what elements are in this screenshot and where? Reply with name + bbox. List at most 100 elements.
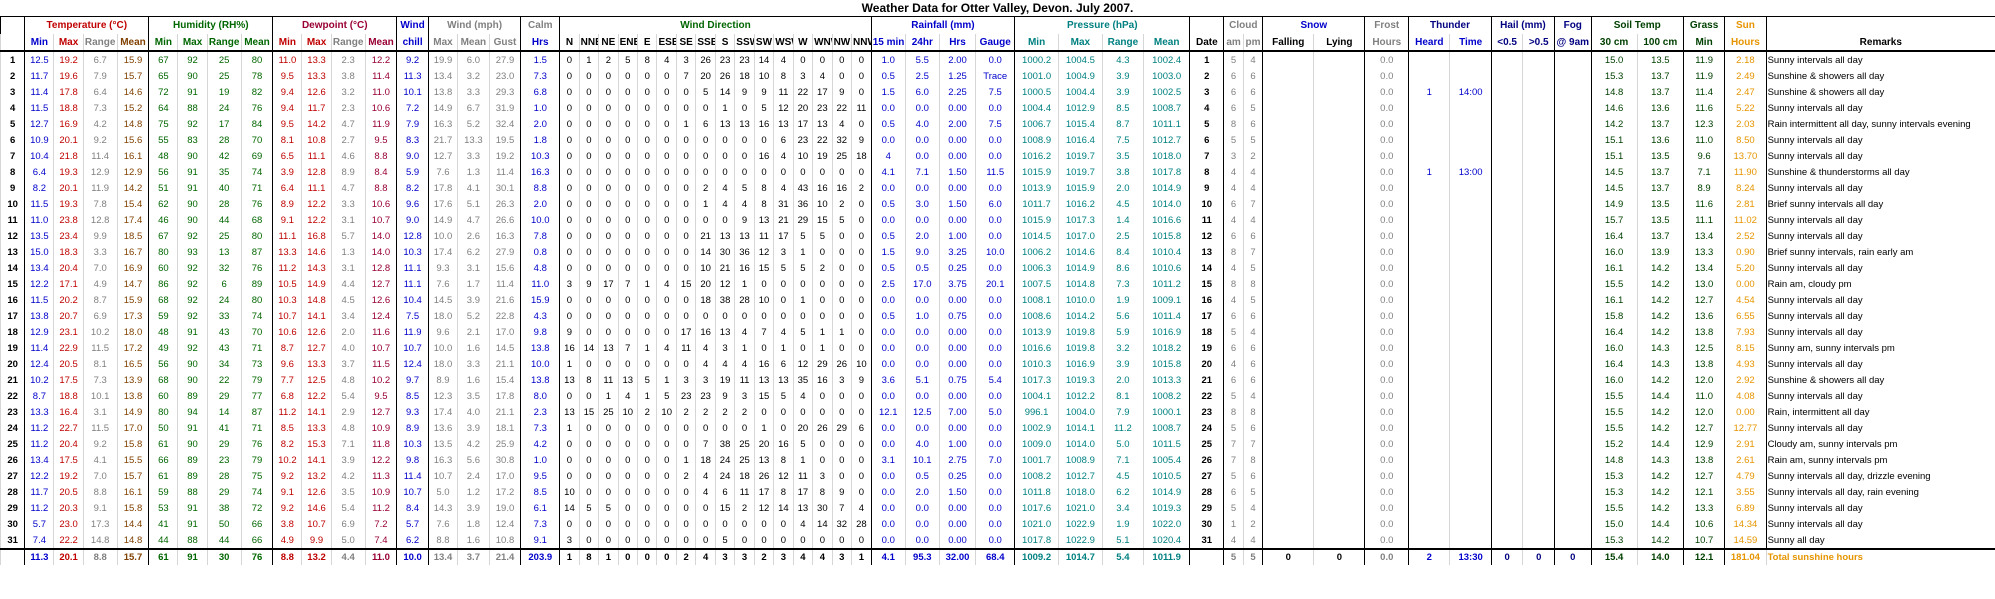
table-cell: 27.9 [488,51,521,68]
table-cell: 0.0 [870,292,906,308]
table-cell: 13 [753,212,774,228]
table-cell: 0.00 [938,132,976,148]
table-cell: 5 [695,84,716,100]
table-cell: 20.5 [53,356,84,372]
table-cell: 7.7 [272,372,302,388]
table-cell: 11.5 [24,100,54,116]
table-cell: 10.7 [272,308,302,324]
table-cell: 9 [831,84,852,100]
table-cell: 17.5 [53,452,84,468]
table-cell: 0 [617,164,638,180]
table-cell: 4 [656,276,677,292]
table-cell: 0.00 [938,420,976,436]
table-cell: 0.0 [904,532,940,549]
table-cell: 1012.7 [1143,132,1190,148]
table-cell: 0.0 [1364,276,1409,292]
table-cell [1554,196,1591,212]
table-cell: 4.9 [82,276,118,292]
table-cell: 11.4 [488,164,521,180]
table-cell: 6 [1223,308,1244,324]
table-cell: 6.2 [457,244,490,260]
table-cell: 19.3 [53,164,84,180]
table-cell: 10.9 [24,132,54,148]
table-cell: 9.9 [82,228,118,244]
table-cell [1449,372,1492,388]
table-cell [1449,436,1492,452]
table-cell: 1010.0 [1057,292,1103,308]
remarks-cell: Rain am, sunny intervals pm [1765,452,1995,468]
totals-cell: 1 [598,548,619,565]
table-cell: 26 [1189,452,1224,468]
table-cell: 0 [656,484,677,500]
table-cell: 11.9 [1682,51,1725,68]
table-cell: 0.00 [938,148,976,164]
table-cell: 0 [675,484,696,500]
table-cell [1449,148,1492,164]
table-cell: 0.5 [870,196,906,212]
table-cell: 0 [637,500,657,516]
remarks-cell: Sunshine & showers all day [1765,68,1995,84]
table-cell: 11.3 [396,68,429,84]
table-cell: 0.0 [904,212,940,228]
table-cell: 3.9 [1101,68,1144,84]
table-cell: 5.1 [1101,532,1144,549]
table-cell [1449,324,1492,340]
table-cell: 71 [240,180,273,196]
table-cell: 0 [675,292,696,308]
table-cell: 15 [1189,276,1224,292]
table-cell: 31.9 [488,100,521,116]
table-cell: 1014.5 [1014,228,1059,244]
table-cell: 2.6 [457,228,490,244]
table-cell: 9.3 [396,404,429,420]
table-cell: 26 [753,468,774,484]
table-cell [1554,484,1591,500]
table-cell: 0 [753,308,774,324]
table-cell: 50 [206,516,242,532]
table-cell: 0 [617,516,638,532]
table-cell: 13.5 [1636,212,1684,228]
table-cell: 0 [851,340,872,356]
table-cell: 7 [1242,196,1263,212]
table-cell: 12.8 [301,164,332,180]
table-cell: 12.5 [301,372,332,388]
table-cell: 0 [598,324,619,340]
table-cell: 0 [598,116,619,132]
remarks-cell: Sunny intervals all day [1765,516,1995,532]
table-cell: 22 [1189,388,1224,404]
table-cell: 0 [578,532,599,549]
table-cell: 7.0 [82,260,118,276]
table-cell: 0 [734,516,755,532]
table-cell: 18 [1189,324,1224,340]
table-cell: 0.0 [870,324,906,340]
table-cell: 1.8 [457,516,490,532]
table-cell: 1017.8 [1014,532,1059,549]
table-cell [1313,68,1365,84]
table-cell: 11 [1189,212,1224,228]
table-cell: 11.3 [364,468,397,484]
table-cell: 0.0 [904,500,940,516]
table-cell: 0.0 [870,484,906,500]
table-cell: 1002.9 [1014,420,1059,436]
table-cell: 8.9 [1682,180,1725,196]
table-cell: 1.0 [870,51,906,68]
table-cell: 0 [637,516,657,532]
table-row: 12 13.5 23.4 9.9 18.5 67 92 25 80 11.1 16.8 5.7 14.0… [0,228,1995,244]
table-cell: 80 [240,228,273,244]
table-cell: 14.0 [364,244,397,260]
table-cell: 1013.9 [1014,324,1059,340]
column-header: pm [1242,34,1263,52]
table-cell: 10.7 [396,340,429,356]
table-cell: 8 [1223,244,1244,260]
table-cell: 9 [753,84,774,100]
table-cell: 4.7 [330,180,366,196]
table-cell [1313,340,1365,356]
table-cell: 4 [773,51,794,68]
table-cell: 17.0 [488,468,521,484]
table-cell: 1008.6 [1014,308,1059,324]
table-cell [1490,84,1523,100]
table-cell: 0 [656,420,677,436]
table-cell: 3.2 [330,84,366,100]
table-cell: 13.7 [1636,164,1684,180]
table-cell: 14 [753,51,774,68]
table-cell [1449,68,1492,84]
